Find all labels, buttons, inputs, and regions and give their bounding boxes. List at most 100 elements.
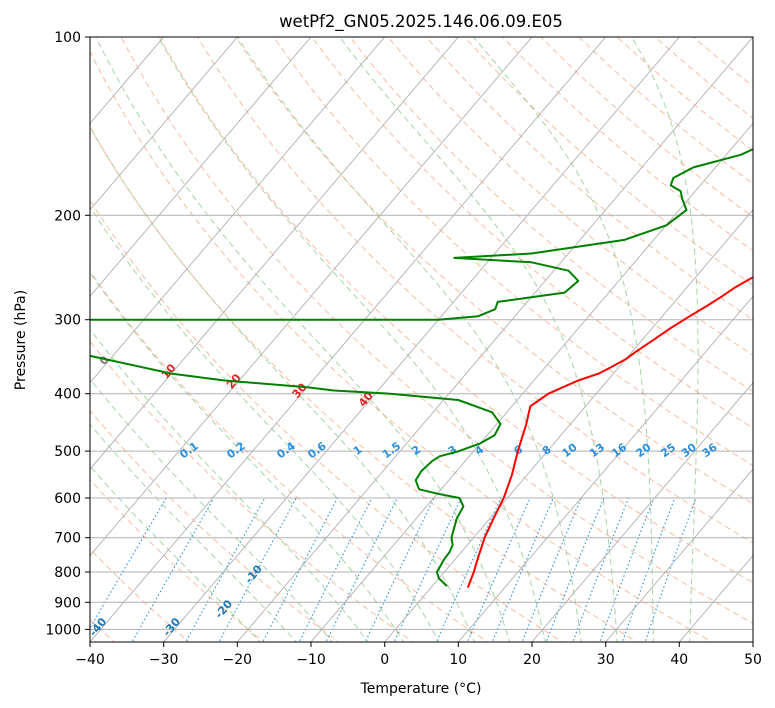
plot-frame [89, 36, 754, 643]
x-axis-title: Temperature (°C) [360, 681, 482, 697]
dry-adiabat-line [311, 37, 753, 429]
trace-layer [90, 148, 753, 588]
y-tick-label: 800 [54, 565, 81, 581]
dry-adiabat-line [90, 50, 713, 642]
isotherm-line [531, 381, 753, 642]
mixing-ratio-line [90, 497, 167, 629]
dry-adiabat-label: -30 [160, 615, 183, 639]
isotherm-line [457, 295, 753, 642]
moist-adiabat-line [95, 37, 511, 642]
dry-adiabat-label: -50 [13, 615, 36, 639]
mixing-ratio-label: 13 [587, 441, 607, 461]
mixing-ratio-label: 2 [409, 443, 423, 458]
moist-adiabat-line [630, 37, 699, 642]
mixing-ratio-line [393, 497, 462, 642]
isotherm-line [90, 37, 607, 642]
moist-adiabat-line [90, 205, 440, 642]
mixing-ratio-line [325, 497, 398, 642]
mixing-ratio-label: 1 [351, 443, 365, 458]
mixing-ratio-line [364, 497, 435, 642]
y-tick-label: 900 [54, 595, 81, 611]
mixing-ratio-label: 10 [560, 440, 580, 460]
isotherm-line [90, 37, 238, 211]
x-tick-label: −20 [223, 652, 253, 668]
dry-adiabat-line [158, 37, 753, 584]
y-tick-label: 200 [54, 208, 81, 224]
mixing-ratio-label: 0.1 [177, 439, 200, 461]
dry-adiabat-line [235, 37, 753, 505]
dry-adiabat-line [692, 37, 753, 87]
y-axis-title: Pressure (hPa) [13, 290, 29, 390]
mixing-ratio-line [572, 497, 630, 642]
dry-adiabat-label: -20 [212, 597, 235, 621]
plot-area [90, 37, 753, 642]
isotherm-line [384, 209, 753, 642]
mixing-ratio-label: 8 [540, 443, 554, 458]
y-tick-label: 700 [54, 531, 81, 547]
dry-adiabat-label: 30 [290, 380, 310, 400]
mixing-ratio-label: 25 [658, 441, 678, 461]
dry-adiabat-line [196, 37, 753, 544]
isotherm-line [678, 554, 753, 642]
y-tick-label: 100 [54, 30, 81, 46]
isotherm-line [605, 468, 753, 642]
dry-adiabat-line [90, 479, 265, 642]
isotherm-line [90, 37, 459, 470]
mixing-ratio-line [621, 497, 676, 642]
dry-adiabat-line [120, 37, 753, 625]
x-tick-label: 10 [449, 652, 467, 668]
x-tick-label: 50 [744, 652, 762, 668]
axes: −40 −30 −20 −10 0 10 20 30 40 50 100 200 300 400 500 60… [45, 30, 762, 668]
mixing-ratio-line [545, 497, 605, 642]
dewpoint-trace [90, 148, 753, 587]
dry-adiabat-line [90, 199, 564, 642]
dry-adiabat-line [425, 37, 753, 321]
mixing-ratio-line [466, 497, 531, 642]
moist-adiabat-line [90, 328, 369, 642]
x-tick-label: 40 [670, 652, 688, 668]
x-tick-label: −40 [75, 652, 105, 668]
moist-adiabat-line [472, 37, 654, 642]
mixing-ratio-line [435, 497, 502, 642]
mixing-ratio-line [131, 497, 215, 642]
dry-adiabat-line [387, 37, 753, 356]
x-tick-label: 20 [523, 652, 541, 668]
moist-adiabat-line [90, 378, 333, 642]
mixing-ratio-line [491, 497, 554, 642]
moist-adiabat-line [90, 271, 404, 642]
dry-adiabat-line [578, 37, 753, 185]
isotherm-line [90, 37, 386, 384]
dry-adiabat-line [616, 37, 753, 152]
y-tick-label: 1000 [45, 622, 81, 638]
mixing-ratio-line [298, 497, 373, 642]
mixing-ratio-label: 0.6 [305, 439, 329, 461]
x-tick-label: −30 [149, 652, 179, 668]
mixing-ratio-line [262, 497, 339, 642]
moist-adiabat-line [339, 37, 618, 642]
x-tick-label: 30 [597, 652, 615, 668]
dry-adiabat-line [502, 37, 753, 252]
y-tick-label: 400 [54, 387, 81, 403]
moist-adiabat-line [90, 465, 261, 642]
moist-adiabat-line [236, 37, 582, 642]
x-tick-label: 0 [380, 652, 389, 668]
dry-adiabat-line [90, 126, 639, 642]
isotherm-line [752, 641, 753, 642]
dry-adiabat-label: -10 [242, 562, 265, 586]
dry-adiabat-line [90, 409, 340, 642]
mixing-ratio-label: 1.5 [380, 439, 403, 461]
temperature-trace [466, 276, 753, 588]
y-tick-label: 600 [54, 491, 81, 507]
isotherm-line [236, 37, 753, 642]
x-tick-label: −10 [296, 652, 326, 668]
isotherm-line [90, 37, 533, 557]
mixing-ratio-label: 3 [446, 443, 460, 458]
mixing-ratio-label: 20 [634, 440, 654, 460]
y-tick-label: 300 [54, 313, 81, 329]
mixing-ratio-line [521, 497, 582, 642]
chart-title: wetPf2_GN05.2025.146.06.09.E05 [279, 12, 563, 32]
dry-adiabat-line [463, 37, 753, 286]
isotherm-line [310, 122, 753, 642]
dry-adiabat-line [349, 37, 753, 393]
